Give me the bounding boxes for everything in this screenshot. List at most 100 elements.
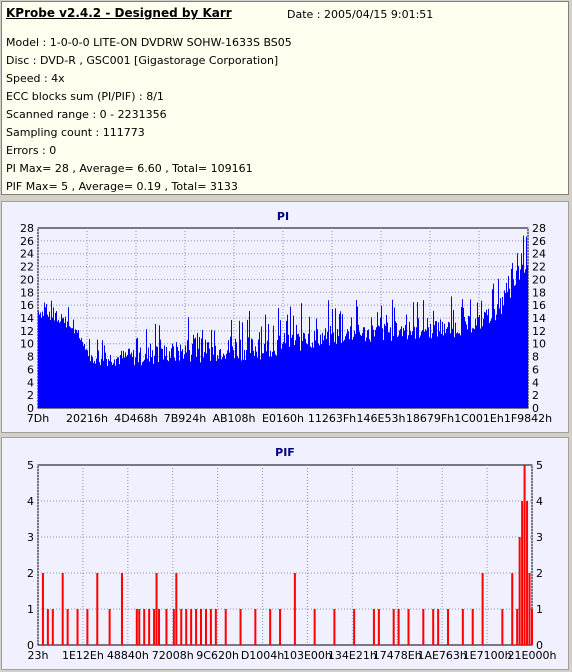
pi-chart-panel: PI 0 0 2 2 4 4 6 6 8 8 10 10 12 12 14 14 16 16 18 18 20 20 22 22… [1, 201, 569, 433]
pi-bar [393, 336, 394, 408]
pi-bar [420, 335, 421, 408]
pi-bar [158, 362, 159, 408]
pi-bar [441, 334, 442, 408]
pi-bar [144, 359, 145, 408]
pi-bar [65, 316, 66, 408]
pi-bar [344, 339, 345, 408]
pi-bar [226, 353, 227, 408]
pif-bar [518, 537, 521, 645]
pi-bar [460, 335, 461, 408]
pi-bar [478, 317, 479, 408]
pi-bar [506, 282, 507, 408]
pi-bar [160, 339, 161, 408]
info-sampling: Sampling count : 111773 [6, 126, 145, 139]
pi-ytick-right: 4 [532, 376, 539, 389]
pi-bar [196, 356, 197, 408]
pi-bar [139, 352, 140, 408]
pi-bar [518, 265, 519, 408]
pi-bar [110, 354, 111, 408]
pi-bar [262, 353, 263, 408]
pi-bar [96, 358, 97, 408]
pi-bar [397, 337, 398, 408]
pi-bar [459, 333, 460, 408]
pif-bar [180, 609, 183, 645]
pi-ytick-right: 28 [532, 222, 546, 235]
pi-bar [283, 341, 284, 408]
pi-bar [52, 317, 53, 408]
pi-bar [329, 345, 330, 408]
pi-bar [498, 278, 499, 408]
pi-bar [421, 331, 422, 408]
pi-bar [279, 335, 280, 408]
pi-bar [377, 312, 378, 408]
pi-bar [496, 314, 497, 408]
pi-bar [292, 334, 293, 408]
pi-bar [313, 347, 314, 408]
pi-bar [57, 321, 58, 408]
pi-bar [43, 315, 44, 408]
pi-bar [387, 322, 388, 408]
pi-bar [125, 352, 126, 408]
pi-bar [291, 337, 292, 408]
pi-bar [494, 309, 495, 408]
pi-bar [415, 338, 416, 408]
pi-ytick-left: 4 [27, 376, 34, 389]
pif-xtick-label: 17478Eh [373, 649, 422, 662]
pi-bar [74, 333, 75, 408]
pi-bar [317, 329, 318, 408]
pi-bar [348, 331, 349, 408]
pi-bar [233, 350, 234, 408]
pi-bar [323, 340, 324, 408]
pi-bar [134, 365, 135, 408]
pi-bar [163, 359, 164, 408]
pi-bar [239, 320, 240, 408]
pi-ytick-left: 28 [20, 222, 34, 235]
pi-bar [424, 331, 425, 408]
pi-bar [413, 302, 414, 408]
pi-bar [458, 333, 459, 408]
pi-bar [89, 339, 90, 408]
pi-bar [347, 329, 348, 408]
pi-bar [200, 362, 201, 408]
pi-bar [477, 302, 478, 408]
pi-bar [142, 362, 143, 408]
pi-bar [136, 338, 137, 408]
pi-bar [443, 335, 444, 408]
pif-bar [511, 573, 514, 645]
pi-bar [62, 318, 63, 408]
pi-ytick-left: 24 [20, 248, 34, 261]
pi-bar [219, 349, 220, 408]
pif-bar [377, 609, 380, 645]
pi-bar [364, 327, 365, 408]
pi-bar [193, 334, 194, 408]
pif-ytick-right: 1 [536, 603, 543, 616]
pi-bar [75, 329, 76, 408]
pi-bar [211, 329, 212, 408]
pi-bar [143, 361, 144, 408]
pi-bar [490, 320, 491, 408]
pi-bar [122, 358, 123, 408]
pi-bar [48, 316, 49, 408]
pi-bar [257, 357, 258, 408]
pi-bar [240, 339, 241, 408]
pi-bar [522, 264, 523, 408]
pi-bar [42, 311, 43, 408]
pi-bar [245, 359, 246, 408]
pi-bar [309, 316, 310, 408]
pi-bar [217, 355, 218, 408]
pi-bar [321, 344, 322, 408]
pi-bar [326, 339, 327, 408]
pi-bar [171, 348, 172, 408]
pi-bar [51, 300, 52, 408]
pi-bar [437, 336, 438, 408]
pi-bar [499, 308, 500, 408]
pi-bar [396, 322, 397, 408]
pi-ytick-right: 24 [532, 248, 546, 261]
pi-bar [297, 334, 298, 408]
pi-xtick-label: 4D468h [114, 412, 157, 425]
pi-bar [174, 357, 175, 408]
pi-bar [452, 328, 453, 408]
pi-bar [109, 360, 110, 408]
pif-bar [76, 609, 79, 645]
pi-bar [131, 352, 132, 408]
